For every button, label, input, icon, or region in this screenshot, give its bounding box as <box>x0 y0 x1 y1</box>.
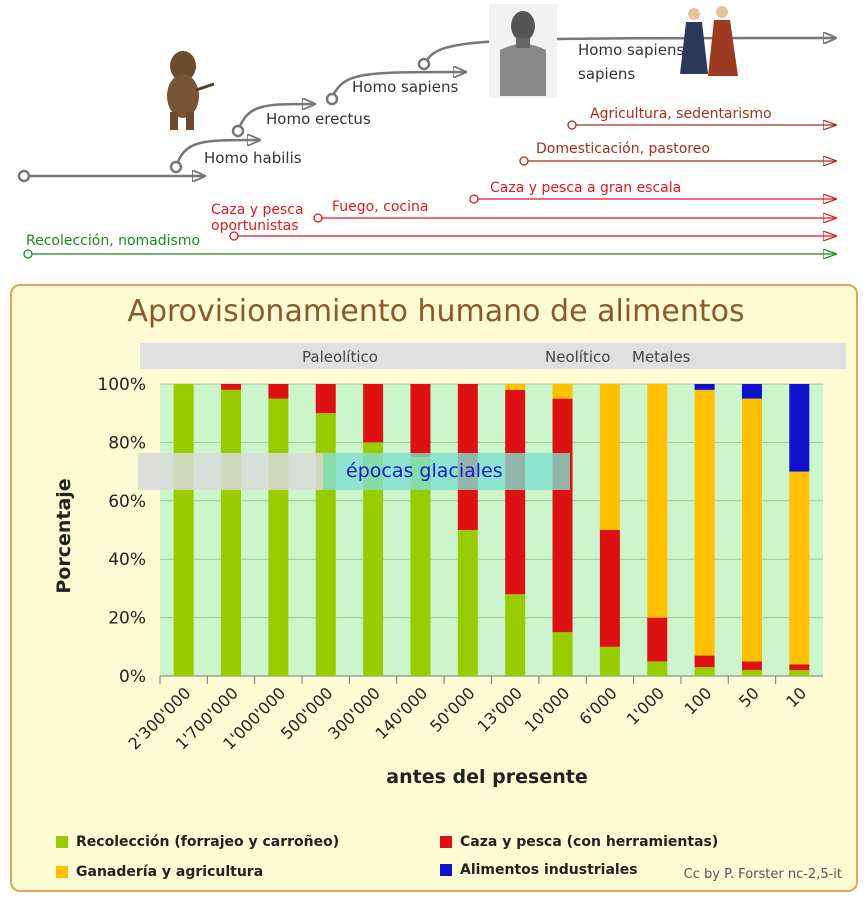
practice-label-agriculture: Agricultura, sedentarismo <box>590 106 772 122</box>
legend-item-gathering: Recolección (forrajeo y carroñeo) <box>56 834 339 850</box>
species-label-erectus: Homo erectus <box>266 110 371 128</box>
bar-segment <box>599 646 620 676</box>
x-tick-label: 1'000 <box>623 683 668 728</box>
ice-age-band-right <box>323 453 570 490</box>
bar-segment <box>268 384 289 399</box>
bar-segment <box>741 670 762 676</box>
bar-segment <box>647 661 668 676</box>
bar-segment <box>694 389 715 656</box>
bar-segment <box>789 384 810 472</box>
medieval-figures <box>680 6 738 76</box>
bar-segment <box>505 594 526 676</box>
bar-segment <box>789 670 810 676</box>
x-tick-label: 10'000 <box>521 683 574 736</box>
period-label-neolithic: Neolítico <box>545 348 610 366</box>
bar-segment <box>363 384 384 443</box>
legend-label-hunting: Caza y pesca (con herramientas) <box>460 834 719 850</box>
x-tick-label: 6'000 <box>575 683 620 728</box>
x-tick-label: 50 <box>735 683 763 711</box>
stacked-bar-chart: Paleolítico Neolítico Metales épocas gla… <box>53 343 846 788</box>
legend-item-farming: Ganadería y agricultura <box>56 864 263 880</box>
bar-segment <box>789 471 810 665</box>
bar-segment <box>552 398 573 633</box>
bar-segment <box>599 530 620 647</box>
practice-label-opportunistic-2: oportunistas <box>211 218 299 234</box>
practice-label-gathering: Recolección, nomadismo <box>26 233 200 249</box>
practice-label-large-scale-hunting: Caza y pesca a gran escala <box>490 180 681 196</box>
legend-swatch-green <box>56 836 68 848</box>
bar-segment <box>741 398 762 662</box>
bar-segment <box>647 617 668 662</box>
legend-label-industrial: Alimentos industriales <box>460 862 638 878</box>
bar-segment <box>552 384 573 399</box>
ice-age-band-left <box>138 453 323 490</box>
bar-segment <box>505 384 526 390</box>
bar-segment <box>315 384 336 414</box>
chart-title: Aprovisionamiento humano de alimentos <box>127 294 745 329</box>
y-tick-label: 100% <box>97 375 146 395</box>
bar-segment <box>221 384 242 390</box>
period-label-metals: Metales <box>632 348 691 366</box>
bar-segment <box>173 384 194 676</box>
x-tick-label: 140'000 <box>372 683 432 743</box>
species-label-sapiens: Homo sapiens <box>352 78 458 96</box>
species-label-sapiens-sapiens-2: sapiens <box>578 65 635 83</box>
ice-age-label: épocas glaciales <box>346 460 503 482</box>
legend-swatch-yellow <box>56 866 68 878</box>
practice-arrows <box>23 121 836 258</box>
homo-sapiens-portrait <box>489 4 557 98</box>
x-tick-label: 50'000 <box>426 683 479 736</box>
y-axis-label: Porcentaje <box>53 478 75 593</box>
legend-item-industrial: Alimentos industriales <box>440 862 638 878</box>
x-axis-label: antes del presente <box>386 766 587 788</box>
bar-segment <box>694 667 715 676</box>
legend-swatch-red <box>440 836 452 848</box>
period-label-paleolithic: Paleolítico <box>302 348 378 366</box>
bar-segment <box>221 389 242 676</box>
bar-segment <box>694 384 715 390</box>
practice-label-opportunistic-1: Caza y pesca <box>211 202 304 218</box>
bar-segment <box>789 664 810 671</box>
bar-segment <box>410 457 431 676</box>
bar-segment <box>647 384 668 618</box>
bar-segment <box>694 655 715 668</box>
x-tick-label: 10 <box>782 683 810 711</box>
bar-segment <box>741 384 762 399</box>
legend-swatch-blue <box>440 864 452 876</box>
bar-segment <box>363 442 384 676</box>
y-tick-label: 20% <box>108 609 146 629</box>
chart-panel: Aprovisionamiento humano de alimentos Pa… <box>10 284 858 892</box>
practice-label-fire: Fuego, cocina <box>332 199 428 215</box>
x-tick-label: 100 <box>680 683 715 718</box>
y-tick-label: 80% <box>108 433 146 453</box>
y-tick-label: 60% <box>108 492 146 512</box>
bar-segment <box>599 384 620 530</box>
x-tick-label: 13'000 <box>473 683 526 736</box>
australopithecus-figure <box>167 51 215 130</box>
credit-text: Cc by P. Forster nc-2,5-it <box>683 867 842 882</box>
practice-label-domestication: Domesticación, pastoreo <box>536 141 710 157</box>
bar-segment <box>552 632 573 676</box>
legend-label-gathering: Recolección (forrajeo y carroñeo) <box>76 834 340 850</box>
bar-segment <box>315 413 336 676</box>
period-band <box>140 343 846 369</box>
legend-label-farming: Ganadería y agricultura <box>76 864 264 880</box>
bar-segment <box>268 398 289 676</box>
bar-segment <box>505 389 526 595</box>
species-label-habilis: Homo habilis <box>204 149 302 167</box>
bar-segment <box>410 384 431 457</box>
y-tick-label: 40% <box>108 550 146 570</box>
x-axis-ticks: 2'300'0001'700'0001'000'000500'000300'00… <box>124 676 810 753</box>
y-axis-ticks: 0% 20% 40% 60% 80% 100% <box>97 375 146 687</box>
plot-area <box>160 384 823 676</box>
bar-segment <box>457 530 478 676</box>
y-tick-label: 0% <box>119 667 146 687</box>
species-label-sapiens-sapiens-1: Homo sapiens <box>578 41 684 59</box>
bar-segment <box>741 661 762 671</box>
legend-item-hunting: Caza y pesca (con herramientas) <box>440 834 718 850</box>
evolution-timeline: Homo habilis Homo erectus Homo sapiens H… <box>17 4 868 280</box>
